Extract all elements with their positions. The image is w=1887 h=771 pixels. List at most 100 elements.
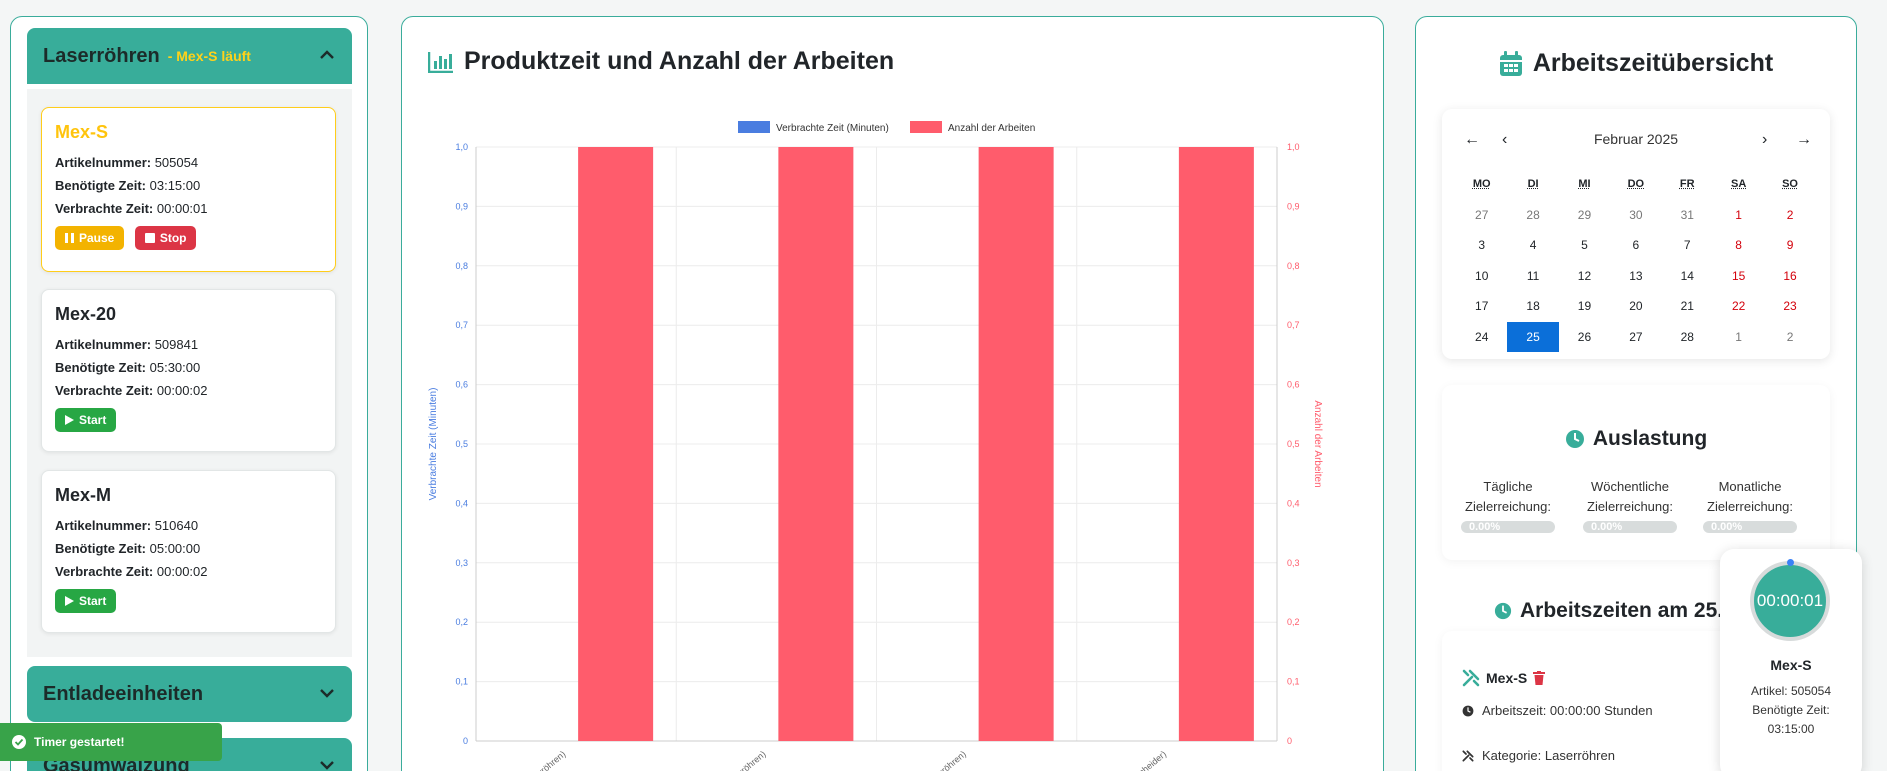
timer-widget[interactable]: 00:00:01 Mex-S Artikel: 505054 Benötigte… xyxy=(1720,549,1862,771)
calendar-day[interactable]: 2 xyxy=(1786,329,1794,344)
bar xyxy=(578,147,654,741)
spent-time-row: Verbrachte Zeit: 00:00:02 xyxy=(55,564,322,579)
calendar-day[interactable]: 11 xyxy=(1526,268,1540,283)
calendar-day[interactable]: 19 xyxy=(1577,299,1592,314)
timer-product-name: Mex-S xyxy=(1770,657,1812,673)
product-card-mex-m: Mex-M Artikelnummer: 510640 Benötigte Ze… xyxy=(41,470,336,633)
calendar-day[interactable]: 24 xyxy=(1475,329,1489,344)
work-times-title-text: Arbeitszeiten am 25.2 xyxy=(1520,599,1735,622)
value: 05:00:00 xyxy=(149,541,201,556)
calendar-day[interactable]: 31 xyxy=(1680,207,1694,222)
y2-tick-label: 0,5 xyxy=(1287,439,1300,449)
x-tick-label: …aserröhren) xyxy=(518,749,567,771)
calendar-day[interactable]: 13 xyxy=(1629,268,1643,283)
calendar-day[interactable]: 4 xyxy=(1529,238,1537,253)
y-tick-label: 0,4 xyxy=(455,498,468,508)
accordion-laserroehren-header[interactable]: Laserröhren - Mex-S läuft xyxy=(27,28,352,84)
calendar-day[interactable]: 28 xyxy=(1526,207,1540,222)
calendar-day[interactable]: 5 xyxy=(1581,238,1588,253)
spent-time-row: Verbrachte Zeit: 00:00:01 xyxy=(55,201,322,216)
calendar-day[interactable]: 21 xyxy=(1680,299,1694,314)
entry-category: Kategorie: Laserröhren xyxy=(1462,748,1615,763)
weekday-label: MI xyxy=(1578,178,1591,191)
weekday-label: FR xyxy=(1679,178,1695,191)
calendar-day[interactable]: 20 xyxy=(1629,299,1643,314)
tools-icon xyxy=(1462,669,1480,687)
y-tick-label: 0,1 xyxy=(455,677,468,687)
y-tick-label: 0,2 xyxy=(455,617,468,627)
stop-icon xyxy=(144,233,155,243)
calendar-day[interactable]: 22 xyxy=(1731,299,1746,314)
calendar-day[interactable]: 26 xyxy=(1577,329,1592,344)
calendar-day[interactable]: 7 xyxy=(1683,238,1691,253)
next-month-button[interactable]: › xyxy=(1762,131,1768,148)
calendar-day[interactable]: 6 xyxy=(1632,238,1640,253)
calendar-day[interactable]: 29 xyxy=(1577,207,1592,222)
calendar-day[interactable]: 16 xyxy=(1783,268,1797,283)
calendar-day[interactable]: 27 xyxy=(1629,329,1643,344)
label: Benötigte Zeit: xyxy=(55,360,146,375)
calendar-day[interactable]: 10 xyxy=(1475,268,1489,283)
article-number-row: Artikelnummer: 505054 xyxy=(55,155,322,170)
required-time-row: Benötigte Zeit: 05:30:00 xyxy=(55,360,322,375)
trash-icon[interactable] xyxy=(1533,671,1546,685)
prev-month-button[interactable]: ‹ xyxy=(1502,131,1508,148)
label: Verbrachte Zeit: xyxy=(55,564,154,579)
y2-tick-label: 1,0 xyxy=(1287,142,1300,152)
y-tick-label: 0,7 xyxy=(455,320,468,330)
value: 05:30:00 xyxy=(149,360,201,375)
calendar-day[interactable]: 3 xyxy=(1478,238,1486,253)
entry-name: Mex-S xyxy=(1462,669,1546,687)
required-time-row: Benötigte Zeit: 05:00:00 xyxy=(55,541,322,556)
calendar-day[interactable]: 9 xyxy=(1786,238,1794,253)
required-time-row: Benötigte Zeit: 03:15:00 xyxy=(55,178,322,193)
calendar-day[interactable]: 8 xyxy=(1735,238,1742,253)
pause-button[interactable]: Pause xyxy=(55,226,125,250)
accordion-entladeeinheiten-header[interactable]: Entladeeinheiten xyxy=(27,666,352,722)
y-tick-label: 0,5 xyxy=(455,439,468,449)
calendar-day[interactable]: 1 xyxy=(1735,329,1742,344)
y-tick-label: 0 xyxy=(463,736,468,746)
start-button[interactable]: Start xyxy=(55,589,117,613)
monthly-target: Monatliche Zielerreichung: 0.00% xyxy=(1700,477,1800,533)
chart-panel: Produktzeit und Anzahl der Arbeiten 0 0 0,… xyxy=(401,16,1384,771)
start-button[interactable]: Start xyxy=(55,408,117,432)
daily-target: Tägliche Zielerreichung: 0.00% xyxy=(1458,477,1558,533)
bar xyxy=(1178,147,1254,741)
calendar-day[interactable]: 30 xyxy=(1629,207,1643,222)
calendar-day[interactable]: 12 xyxy=(1577,268,1592,283)
calendar-day[interactable]: 1 xyxy=(1735,207,1742,222)
prev-year-button[interactable]: ← xyxy=(1464,131,1480,148)
article-number-row: Artikelnummer: 509841 xyxy=(55,337,322,352)
y2-tick-label: 0,8 xyxy=(1287,261,1300,271)
chevron-down-icon xyxy=(320,689,334,698)
entry-worktime-text: Arbeitszeit: 00:00:00 Stunden xyxy=(1482,703,1653,718)
calendar-day[interactable]: 18 xyxy=(1526,299,1540,314)
accordion-title: Entladeeinheiten xyxy=(43,682,204,705)
weekday-label: SO xyxy=(1782,178,1798,191)
calendar-day[interactable]: 28 xyxy=(1680,329,1694,344)
chevron-up-icon xyxy=(320,50,334,59)
overview-title: Arbeitszeitübersicht xyxy=(1416,49,1856,78)
timer-progress-dot xyxy=(1787,559,1794,566)
product-card-mex-20: Mex-20 Artikelnummer: 509841 Benötigte Z… xyxy=(41,289,336,452)
label: Artikelnummer: xyxy=(55,155,152,170)
entry-category-text: Kategorie: Laserröhren xyxy=(1482,748,1615,763)
calendar-day[interactable]: 17 xyxy=(1475,299,1489,314)
auslastung-title: Auslastung xyxy=(1442,427,1830,451)
next-year-button[interactable]: → xyxy=(1796,131,1812,148)
calendar-day[interactable]: 23 xyxy=(1783,299,1797,314)
stop-button[interactable]: Stop xyxy=(134,226,197,250)
calendar-day[interactable]: 25 xyxy=(1507,321,1559,352)
clock-icon xyxy=(1565,430,1584,448)
y-axis-title: Verbrachte Zeit (Minuten) xyxy=(428,388,439,501)
calendar-day[interactable]: 14 xyxy=(1680,268,1694,283)
accordion-laserroehren-body: Mex-S Artikelnummer: 505054 Benötigte Ze… xyxy=(27,89,352,657)
x-tick-label: …aserröhren) xyxy=(719,749,768,771)
y-tick-label: 0,8 xyxy=(455,261,468,271)
calendar-day[interactable]: 2 xyxy=(1786,207,1794,222)
calendar-day[interactable]: 27 xyxy=(1475,207,1489,222)
calendar-day[interactable]: 15 xyxy=(1731,268,1746,283)
entry-worktime: Arbeitszeit: 00:00:00 Stunden xyxy=(1462,703,1653,718)
timer-required-value: 03:15:00 xyxy=(1767,722,1815,736)
